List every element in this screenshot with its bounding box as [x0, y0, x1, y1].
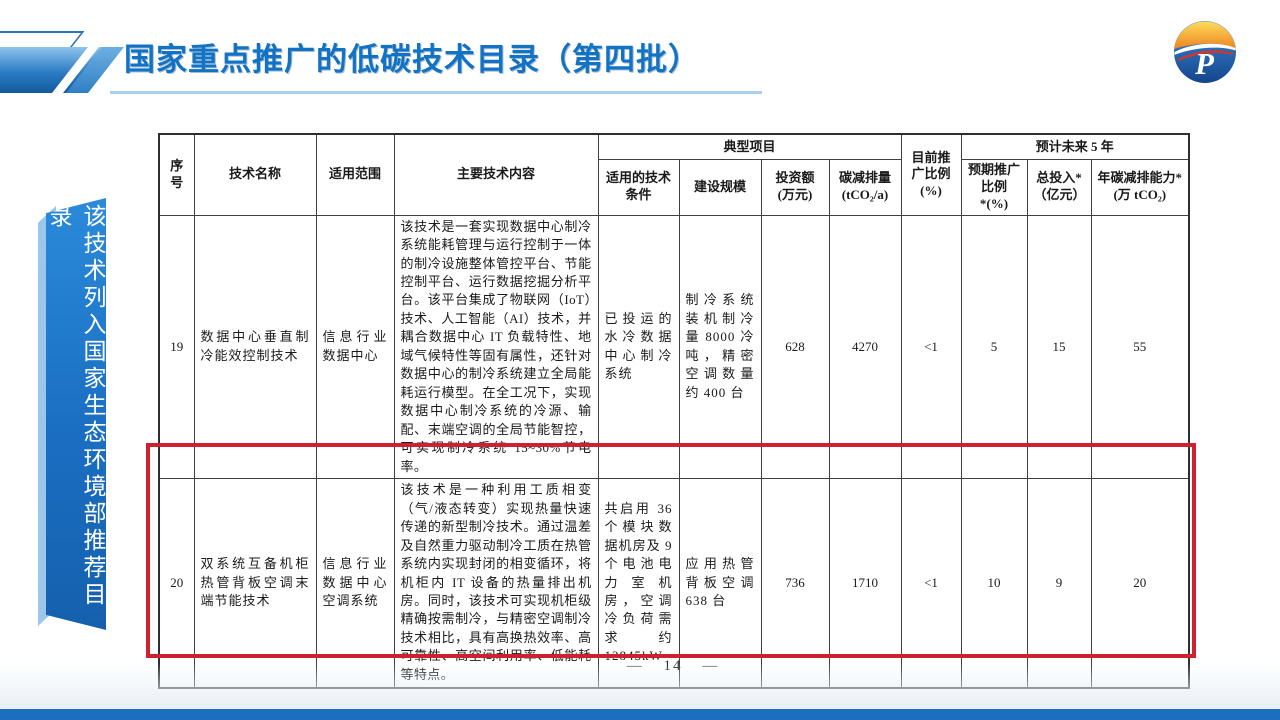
cell-investment: 628 — [760, 214, 830, 480]
header-current-ratio-label: 目前推广比例 — [911, 149, 951, 182]
company-logo-icon: P — [1174, 21, 1236, 83]
header-current-ratio: 目前推广比例 (%) — [900, 133, 962, 216]
header-investment-label: 投资额 — [775, 170, 815, 186]
cell-expected-ratio: 10 — [960, 478, 1028, 689]
cell-serial: 19 — [158, 214, 195, 480]
catalog-table: 序号 技术名称 适用范围 主要技术内容 典型项目 目前推广比例 (%) 预计未来… — [158, 133, 1191, 689]
header-conditions: 适用的技术条件 — [597, 159, 680, 216]
header-expected-ratio: 预期推广比例 *(%) — [960, 159, 1028, 216]
cell-scope: 信息行业数据中心空调系统 — [315, 478, 395, 689]
bottom-bar — [0, 709, 1280, 720]
header-total-input-unit: （亿元） — [1033, 187, 1086, 203]
header-expected-ratio-label: 预期推广比例 — [968, 162, 1021, 194]
header-scale: 建设规模 — [678, 159, 762, 216]
cell-annual-capacity: 55 — [1090, 214, 1190, 480]
header-group-typical-project: 典型项目 — [597, 133, 902, 160]
page-title: 国家重点推广的低碳技术目录（第四批） — [124, 42, 700, 77]
cell-total-input: 15 — [1026, 214, 1092, 480]
header-carbon-reduction: 碳减排量 (tCO₂/a) — [828, 159, 902, 216]
logo-monogram: P — [1194, 46, 1215, 81]
cell-content: 该技术是一套实现数据中心制冷系统能耗管理与运行控制于一体的制冷设施整体管控平台、… — [393, 214, 599, 480]
header-serial: 序号 — [158, 133, 195, 216]
cell-carbon: 4270 — [828, 214, 902, 480]
header-annual-capacity-unit: (万 tCO₂) — [1113, 187, 1167, 203]
header-content: 主要技术内容 — [393, 133, 599, 216]
cell-expected-ratio: 5 — [960, 214, 1028, 480]
header-investment-unit: (万元) — [777, 187, 813, 203]
cell-tech-name: 数据中心垂直制冷能效控制技术 — [193, 214, 317, 480]
cell-investment: 736 — [760, 478, 830, 689]
cell-total-input: 9 — [1026, 478, 1092, 689]
header-total-input: 总投入* （亿元） — [1026, 159, 1092, 216]
table-row-19: 19 数据中心垂直制冷能效控制技术 信息行业数据中心 该技术是一套实现数据中心制… — [158, 214, 1190, 480]
header-annual-capacity-label: 年碳减排能力* — [1097, 170, 1183, 186]
table-row-20: 20 双系统互备机柜热管背板空调末端节能技术 信息行业数据中心空调系统 该技术是… — [158, 478, 1190, 689]
cell-scale: 应用热管背板空调 638 台 — [678, 478, 762, 689]
cell-annual-capacity: 20 — [1090, 478, 1190, 689]
title-underline — [110, 91, 762, 94]
header-group-next-5-years: 预计未来 5 年 — [960, 133, 1190, 160]
header-total-input-label: 总投入* — [1036, 170, 1082, 186]
cell-scope: 信息行业数据中心 — [315, 214, 395, 480]
cell-conditions: 已投运的水冷数据中心制冷系统 — [597, 214, 680, 480]
header-annual-capacity: 年碳减排能力* (万 tCO₂) — [1090, 159, 1190, 216]
header-carbon-reduction-unit: (tCO₂/a) — [841, 187, 889, 203]
cell-tech-name: 双系统互备机柜热管背板空调末端节能技术 — [193, 478, 317, 689]
cell-serial: 20 — [158, 478, 195, 689]
header-current-ratio-unit: (%) — [920, 183, 942, 199]
header-expected-ratio-unit: *(%) — [979, 195, 1009, 211]
cell-current-ratio: <1 — [900, 478, 962, 689]
cell-scale: 制冷系统装机制冷量 8000 冷吨，精密空调数量约 400 台 — [678, 214, 762, 480]
ribbon-label: 该技术列入国家生态环境部推荐目录 — [46, 204, 106, 609]
cell-conditions: 共启用 36 个模块数据机房及 9 个电池电力室机房，空调冷负荷需求约 1284… — [597, 478, 680, 689]
cell-carbon: 1710 — [828, 478, 902, 689]
side-ribbon: 该技术列入国家生态环境部推荐目录 — [46, 198, 106, 630]
bottom-fade — [0, 663, 1280, 709]
header-scope: 适用范围 — [315, 133, 395, 216]
cell-current-ratio: <1 — [900, 214, 962, 480]
header-investment: 投资额 (万元) — [760, 159, 830, 216]
header-tech-name: 技术名称 — [193, 133, 317, 216]
header-carbon-reduction-label: 碳减排量 — [839, 170, 892, 186]
cell-content: 该技术是一种利用工质相变（气/液态转变）实现热量快速传递的新型制冷技术。通过温差… — [393, 478, 599, 689]
